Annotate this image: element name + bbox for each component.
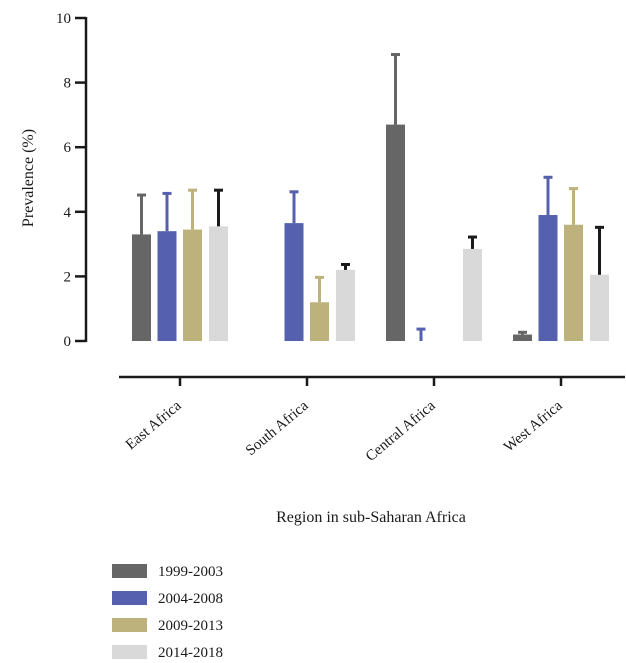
- legend-swatch: [112, 618, 147, 632]
- bar: [538, 215, 558, 341]
- bars: [132, 124, 609, 341]
- x-axis-title: Region in sub-Saharan Africa: [276, 509, 466, 526]
- y-tick-label: 2: [64, 269, 72, 285]
- bar: [564, 224, 583, 341]
- x-tick-label: West Africa: [501, 398, 566, 456]
- bar: [183, 229, 202, 341]
- legend-swatch: [112, 645, 147, 659]
- y-axis-title: Prevalence (%): [20, 129, 37, 227]
- y-tick-label: 4: [64, 205, 72, 221]
- bar: [386, 124, 405, 341]
- y-axis: 0 2 4 6 8 10: [56, 11, 88, 350]
- legend-swatch: [112, 564, 147, 578]
- legend-label: 1999-2003: [158, 564, 223, 580]
- bar: [463, 248, 482, 341]
- error-bars: [137, 53, 604, 341]
- x-axis: East Africa South Africa Central Africa Wes…: [119, 375, 625, 465]
- legend-swatch: [112, 591, 147, 605]
- y-tick-label: 0: [64, 334, 72, 350]
- bar: [209, 226, 228, 341]
- y-tick-label: 10: [56, 11, 71, 27]
- x-tick-label: East Africa: [123, 398, 185, 454]
- bar: [284, 223, 304, 341]
- bar: [310, 302, 329, 341]
- x-tick-label: South Africa: [243, 398, 312, 459]
- y-tick-label: 6: [64, 140, 72, 156]
- bar: [590, 274, 609, 341]
- bar: [132, 234, 151, 341]
- legend-label: 2004-2008: [158, 591, 223, 607]
- legend-label: 2014-2018: [158, 645, 223, 661]
- legend-label: 2009-2013: [158, 618, 223, 634]
- legend: 1999-2003 2004-2008 2009-2013 2014-2018: [112, 564, 223, 661]
- x-tick-label: Central Africa: [363, 398, 439, 465]
- y-tick-label: 8: [64, 76, 72, 92]
- bar: [513, 334, 532, 341]
- bar: [336, 269, 355, 341]
- bar: [157, 231, 177, 341]
